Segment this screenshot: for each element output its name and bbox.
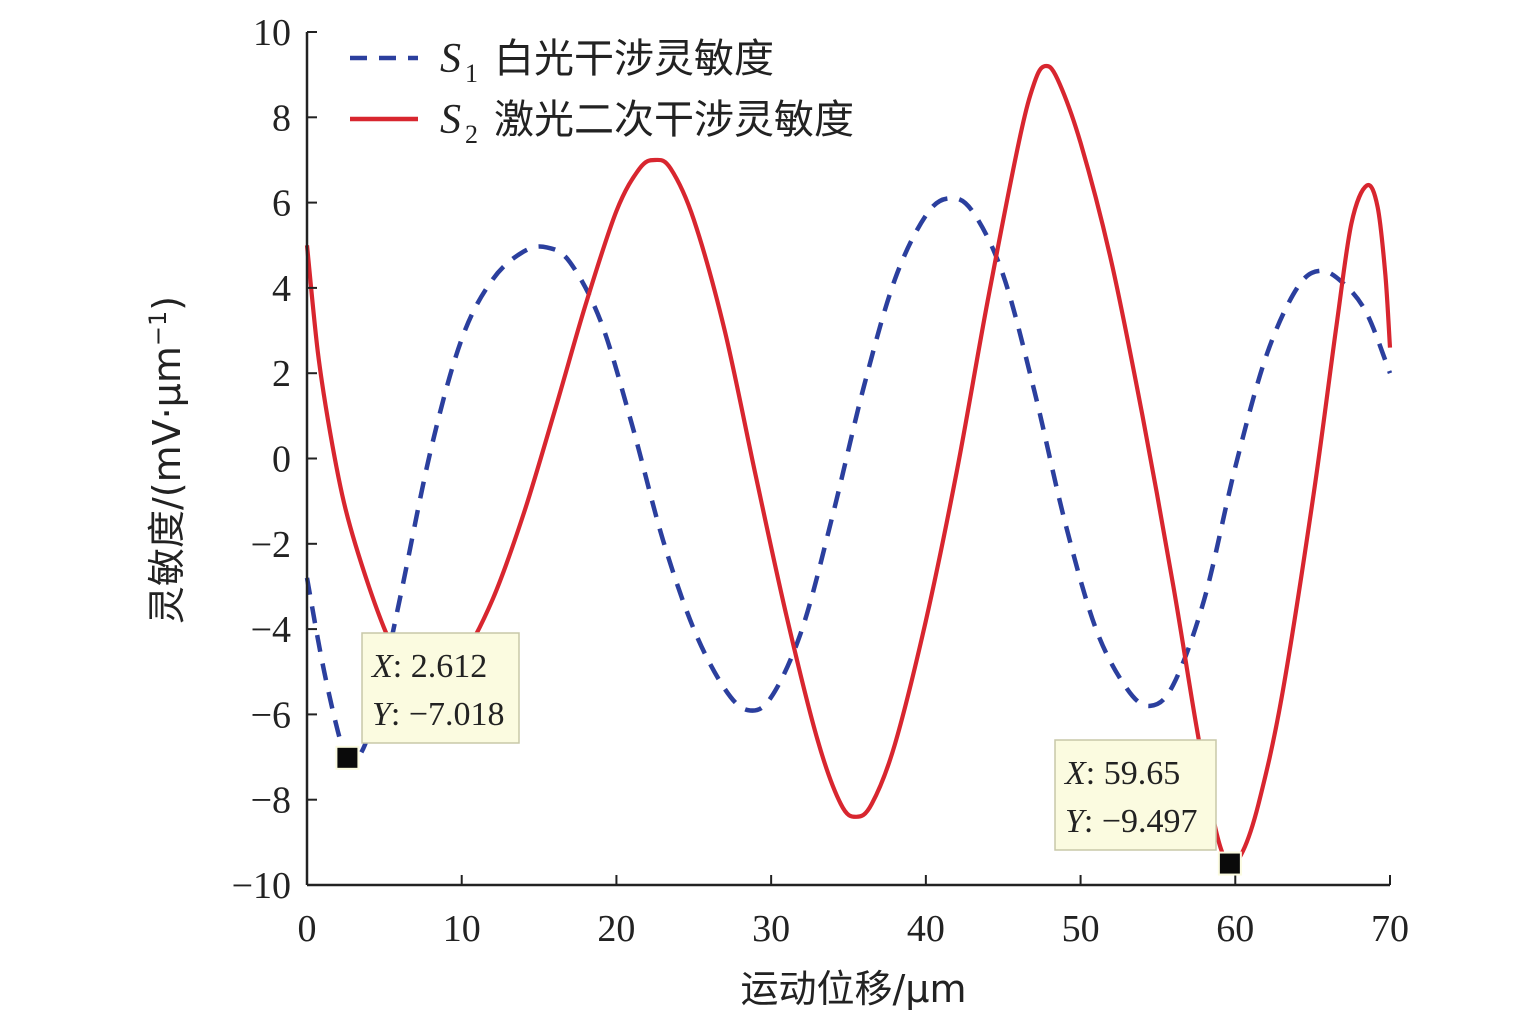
datatip-y-value: : −7.018: [391, 696, 505, 733]
y-tick-label: −4: [251, 609, 291, 651]
y-tick-label: −6: [251, 694, 291, 736]
legend-subscript: 1: [465, 59, 478, 88]
axes: 0 10 20 30 40 50 60 70 −10 −8 −6 −4 −2 0 2 4 6 8 10 运动位移/μm…: [144, 12, 1409, 1011]
y-axis-title: 灵敏度/(mV·μm−1): [144, 296, 189, 624]
datatip-y-value: : −9.497: [1084, 803, 1198, 840]
datatip-x-value: : 2.612: [393, 648, 487, 685]
x-tick-label: 30: [752, 908, 790, 950]
datatip-x-text: X: 2.612: [370, 648, 487, 685]
y-axis-title-close: ): [145, 296, 189, 311]
legend-subscript: 2: [465, 120, 478, 149]
x-tick-label: 70: [1371, 908, 1409, 950]
y-axis-title-main: 灵敏度/(mV·μm: [145, 346, 189, 624]
x-tick-label: 0: [298, 908, 317, 950]
datatip-x-key: X: [1063, 755, 1087, 792]
x-tick-label: 50: [1062, 908, 1100, 950]
y-tick-label: 2: [272, 353, 291, 395]
datatip-x-key: X: [370, 648, 394, 685]
series-line-s1: [304, 195, 1393, 763]
y-tick-label: 6: [272, 183, 291, 225]
datatip-y-key: Y: [372, 696, 394, 733]
x-tick-label: 10: [443, 908, 481, 950]
legend-symbol: S: [440, 36, 461, 82]
y-tick-label: 4: [272, 268, 291, 310]
series-line-s2: [304, 63, 1393, 867]
y-tick-label: 10: [253, 12, 291, 54]
datatip-y-key: Y: [1065, 803, 1087, 840]
datatip-marker: [335, 745, 360, 770]
datatip-y-text: Y: −7.018: [372, 696, 505, 733]
legend-label: 激光二次干涉灵敏度: [494, 97, 854, 143]
x-tick-label: 60: [1216, 908, 1254, 950]
legend-symbol: S: [440, 97, 461, 143]
datatip-box: [1054, 739, 1217, 851]
x-tick-label: 40: [907, 908, 945, 950]
datatip-x-text: X: 59.65: [1063, 755, 1180, 792]
x-tick-label: 20: [597, 908, 635, 950]
datatip-box: [361, 632, 520, 744]
datatip-x-value: : 59.65: [1086, 755, 1180, 792]
y-axis-title-sup: −1: [144, 311, 172, 346]
x-axis-title: 运动位移/μm: [741, 967, 967, 1011]
legend-label: 白光干涉灵敏度: [494, 36, 774, 82]
y-tick-label: −8: [251, 780, 291, 822]
y-tick-label: −10: [232, 865, 291, 907]
y-tick-label: 8: [272, 97, 291, 139]
y-tick-label: −2: [251, 524, 291, 566]
y-tick-label: 0: [272, 439, 291, 481]
datatip-y-text: Y: −9.497: [1065, 803, 1198, 840]
datatip-marker: [1217, 851, 1242, 876]
plot-area: [304, 63, 1393, 867]
